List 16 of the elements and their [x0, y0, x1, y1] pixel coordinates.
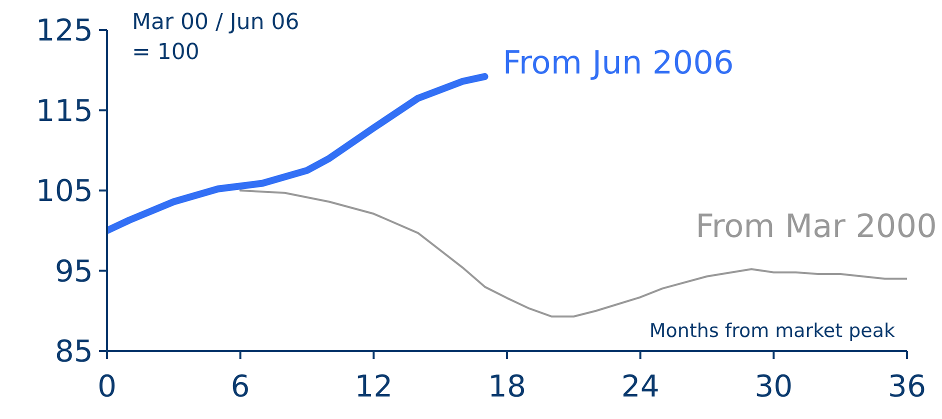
series-label: From Jun 2006	[502, 44, 734, 82]
x-axis-title: Months from market peak	[649, 320, 895, 342]
x-tick-label: 24	[621, 369, 660, 404]
x-tick-label: 6	[230, 369, 250, 404]
x-tick-label: 36	[888, 369, 926, 404]
series-label: From Mar 2000	[696, 206, 937, 245]
y-tick-label: 95	[54, 254, 93, 290]
x-tick-label: 18	[488, 369, 526, 404]
y-tick-label: 105	[36, 174, 93, 210]
x-tick-label: 0	[97, 369, 117, 404]
y-tick-label: 115	[36, 94, 93, 129]
y-tick-label: 125	[36, 14, 93, 49]
x-tick-label: 30	[754, 369, 793, 404]
annotation: Mar 00 / Jun 06 = 100	[132, 9, 300, 67]
y-tick-label: 85	[54, 334, 93, 370]
x-tick-label: 12	[354, 369, 393, 404]
